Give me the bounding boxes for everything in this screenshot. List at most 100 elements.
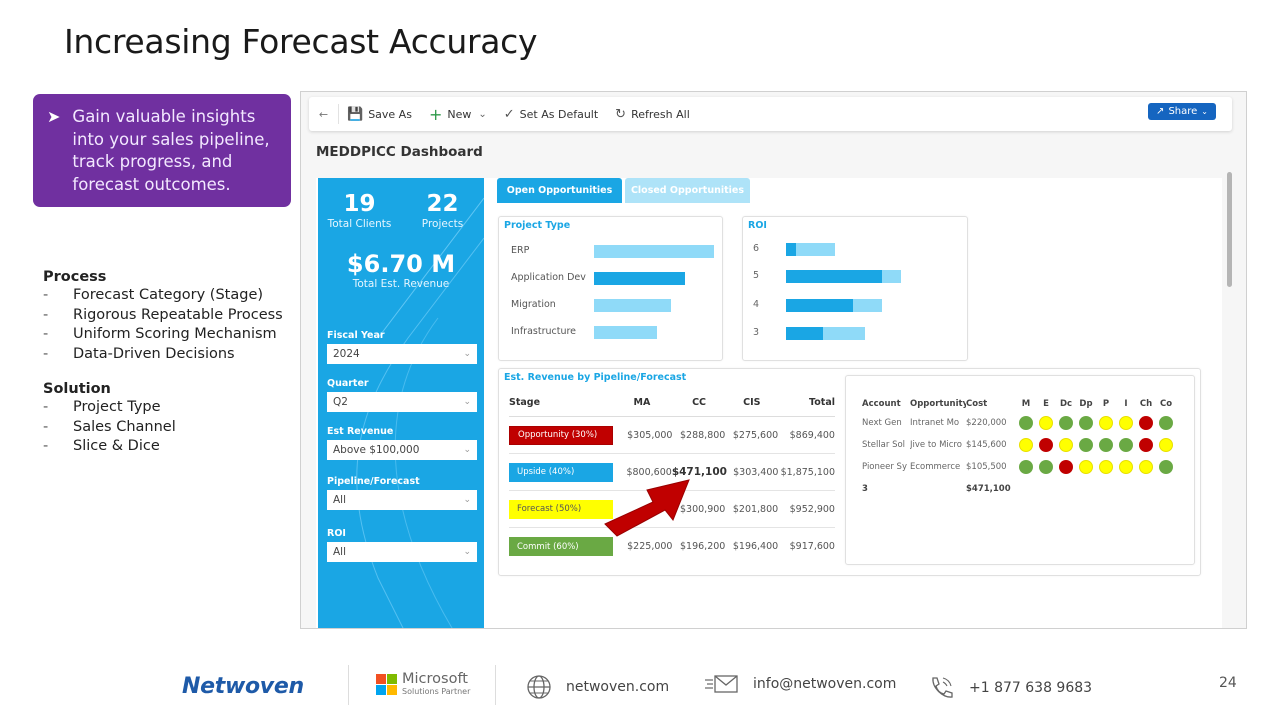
phone-icon: [932, 677, 953, 698]
slide-title: Increasing Forecast Accuracy: [64, 22, 538, 61]
project-type-bar-row[interactable]: Migration: [499, 299, 722, 313]
roi-dropdown[interactable]: All ⌄: [327, 542, 477, 562]
plus-icon: +: [428, 104, 443, 124]
status-dot-green-icon: [1059, 416, 1073, 430]
status-dot-green-icon: [1159, 460, 1173, 474]
status-dot-yellow-icon: [1099, 416, 1113, 430]
stage-chip: Upside (40%): [509, 462, 613, 482]
red-arrow-icon: [604, 479, 690, 537]
phone-contact[interactable]: +1 877 638 9683: [927, 674, 1092, 702]
status-dot-yellow-icon: [1019, 438, 1033, 452]
tab-open-opportunities[interactable]: Open Opportunities: [497, 178, 622, 203]
status-dot-green-icon: [1039, 460, 1053, 474]
status-dot-red-icon: [1039, 438, 1053, 452]
chevron-down-icon[interactable]: ⌄: [478, 108, 487, 120]
status-dot-yellow-icon: [1059, 438, 1073, 452]
stage-chip: Commit (60%): [509, 537, 613, 556]
status-dot-yellow-icon: [1139, 460, 1153, 474]
bullet-sections: Process - Forecast Category (Stage) - Rigo…: [43, 269, 283, 457]
dashboard-title: MEDDPICC Dashboard: [316, 144, 483, 160]
filter-fiscal-year: Fiscal Year 2024 ⌄: [327, 330, 477, 364]
table-row[interactable]: Forecast (50%) $300,900 $201,800 $952,90…: [509, 491, 835, 528]
kpi-filter-panel: 19 Total Clients 22 Projects $6.70 M Tot…: [318, 178, 484, 628]
callout-box: ➤ Gain valuable insights into your sales…: [33, 94, 291, 207]
chevron-down-icon: ⌄: [463, 495, 471, 505]
status-dot-green-icon: [1159, 416, 1173, 430]
table-total-row: 3 $471,100: [862, 484, 1011, 494]
save-as-icon: 💾: [347, 106, 364, 122]
dashboard-window: ← 💾 Save As + New ⌄ ✓ Set As Default ↻ R…: [300, 91, 1247, 629]
status-dot-yellow-icon: [1039, 416, 1053, 430]
arrow-left-icon: ←: [318, 107, 329, 121]
opportunity-tabs: Open Opportunities Closed Opportunities: [497, 178, 750, 203]
list-item: - Slice & Dice: [43, 438, 160, 454]
status-dot-green-icon: [1119, 438, 1133, 452]
new-button[interactable]: + New ⌄: [428, 104, 487, 124]
chevron-right-icon: ➤: [47, 107, 61, 126]
list-item: - Forecast Category (Stage): [43, 287, 264, 303]
status-dot-green-icon: [1099, 438, 1113, 452]
stage-chip: Opportunity (30%): [509, 425, 613, 445]
chevron-down-icon: ⌄: [463, 397, 471, 407]
table-row[interactable]: Pioneer Sy Ecommerce $105,500: [862, 456, 1176, 478]
email-icon: [705, 675, 738, 693]
share-button[interactable]: ↗ Share ⌄: [1148, 103, 1216, 120]
netwoven-logo: Netwoven: [182, 674, 304, 699]
list-item: - Data-Driven Decisions: [43, 345, 235, 362]
fiscal-year-dropdown[interactable]: 2024 ⌄: [327, 344, 477, 364]
status-dot-yellow-icon: [1119, 460, 1133, 474]
table-row[interactable]: Opportunity (30%) $305,000 $288,800 $275…: [509, 417, 835, 454]
status-dot-red-icon: [1139, 438, 1153, 452]
table-row[interactable]: Stellar Sol Jive to Micro $145,600: [862, 434, 1176, 456]
globe-icon: [527, 675, 551, 699]
quarter-dropdown[interactable]: Q2 ⌄: [327, 392, 477, 412]
set-as-default-button[interactable]: ✓ Set As Default: [503, 106, 599, 122]
back-button[interactable]: ←: [309, 104, 339, 124]
roi-bar-row[interactable]: 3: [743, 327, 967, 341]
save-as-button[interactable]: 💾 Save As: [347, 106, 412, 122]
list-item: - Rigorous Repeatable Process: [43, 306, 283, 323]
filter-roi: ROI All ⌄: [327, 528, 477, 562]
project-type-bar-row[interactable]: ERP: [499, 245, 722, 259]
refresh-icon: ↻: [615, 106, 627, 122]
tab-closed-opportunities[interactable]: Closed Opportunities: [625, 178, 750, 203]
table-row[interactable]: Commit (60%) $225,000 $196,200 $196,400 …: [509, 528, 835, 565]
kpi-projects: 22 Projects: [421, 191, 464, 230]
website-contact[interactable]: netwoven.com: [526, 674, 669, 700]
project-type-bar-row[interactable]: Infrastructure: [499, 326, 722, 340]
status-dot-red-icon: [1139, 416, 1153, 430]
status-dot-yellow-icon: [1119, 416, 1133, 430]
stage-chip: Forecast (50%): [509, 499, 613, 519]
filter-pipeline-forecast: Pipeline/Forecast All ⌄: [327, 476, 477, 510]
chevron-down-icon: ⌄: [463, 445, 471, 455]
account-scores-table: Account Opportunity Cost M E Dc Dp P I C…: [862, 396, 1176, 500]
roi-bar-row[interactable]: 5: [743, 270, 967, 284]
slide-footer: Netwoven Microsoft Solutions Partner net…: [0, 660, 1280, 710]
refresh-all-button[interactable]: ↻ Refresh All: [615, 106, 690, 122]
chevron-down-icon: ⌄: [1201, 107, 1208, 116]
project-type-card: Project Type ERP Application Dev Migrati…: [498, 216, 723, 361]
roi-bar-row[interactable]: 4: [743, 299, 967, 313]
list-item: - Project Type: [43, 399, 161, 415]
roi-bar-row[interactable]: 6: [743, 243, 967, 257]
est-revenue-dropdown[interactable]: Above $100,000 ⌄: [327, 440, 477, 460]
account-scores-card: Account Opportunity Cost M E Dc Dp P I C…: [845, 375, 1195, 565]
vertical-scrollbar[interactable]: [1227, 172, 1232, 287]
section-heading: Process: [43, 269, 107, 285]
status-dot-yellow-icon: [1079, 460, 1093, 474]
status-dot-green-icon: [1019, 460, 1033, 474]
project-type-bar-row[interactable]: Application Dev: [499, 272, 722, 286]
roi-card: ROI 6 5 4 3: [742, 216, 968, 361]
kpi-total-clients: 19 Total Clients: [327, 191, 392, 230]
status-dot-green-icon: [1019, 416, 1033, 430]
report-canvas: 19 Total Clients 22 Projects $6.70 M Tot…: [316, 178, 1222, 628]
highlighted-cell: $471,100: [671, 466, 727, 478]
email-contact[interactable]: info@netwoven.com: [705, 674, 896, 694]
chevron-down-icon: ⌄: [463, 547, 471, 557]
microsoft-logo-icon: [376, 673, 397, 695]
list-item: - Uniform Scoring Mechanism: [43, 326, 277, 342]
microsoft-partner-logo: Microsoft Solutions Partner: [376, 672, 470, 696]
pipeline-forecast-dropdown[interactable]: All ⌄: [327, 490, 477, 510]
checkmark-icon: ✓: [503, 106, 515, 122]
table-row[interactable]: Next Gen Intranet Mo $220,000: [862, 412, 1176, 434]
